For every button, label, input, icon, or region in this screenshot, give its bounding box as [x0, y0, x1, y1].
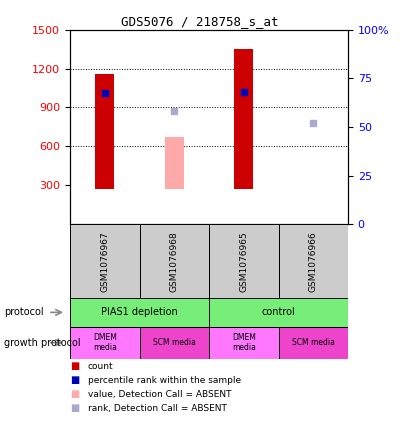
Text: ■: ■: [70, 361, 79, 371]
Text: SCM media: SCM media: [292, 338, 335, 347]
Bar: [209, 224, 278, 298]
Bar: [234, 49, 254, 189]
Bar: [70, 224, 140, 298]
Text: GSM1076965: GSM1076965: [239, 231, 248, 291]
Text: DMEM
media: DMEM media: [93, 333, 117, 352]
Bar: [95, 74, 114, 189]
Text: GSM1076968: GSM1076968: [170, 231, 179, 291]
Text: GSM1076967: GSM1076967: [100, 231, 109, 291]
Text: ■: ■: [70, 389, 79, 399]
Text: rank, Detection Call = ABSENT: rank, Detection Call = ABSENT: [88, 404, 227, 413]
Text: ■: ■: [70, 403, 79, 413]
Bar: [278, 224, 348, 298]
Bar: [140, 224, 209, 298]
Text: GDS5076 / 218758_s_at: GDS5076 / 218758_s_at: [121, 15, 279, 28]
Bar: [164, 137, 184, 189]
Text: value, Detection Call = ABSENT: value, Detection Call = ABSENT: [88, 390, 232, 399]
Bar: [209, 327, 278, 359]
Text: SCM media: SCM media: [153, 338, 196, 347]
Bar: [278, 327, 348, 359]
Text: GSM1076966: GSM1076966: [309, 231, 318, 291]
Text: protocol: protocol: [4, 308, 44, 317]
Text: DMEM
media: DMEM media: [232, 333, 256, 352]
Bar: [209, 298, 348, 327]
Text: growth protocol: growth protocol: [4, 338, 81, 348]
Text: PIAS1 depletion: PIAS1 depletion: [101, 308, 178, 317]
Text: count: count: [88, 362, 114, 371]
Text: control: control: [262, 308, 295, 317]
Text: ■: ■: [70, 375, 79, 385]
Bar: [70, 298, 209, 327]
Text: percentile rank within the sample: percentile rank within the sample: [88, 376, 241, 385]
Bar: [140, 327, 209, 359]
Bar: [70, 327, 140, 359]
